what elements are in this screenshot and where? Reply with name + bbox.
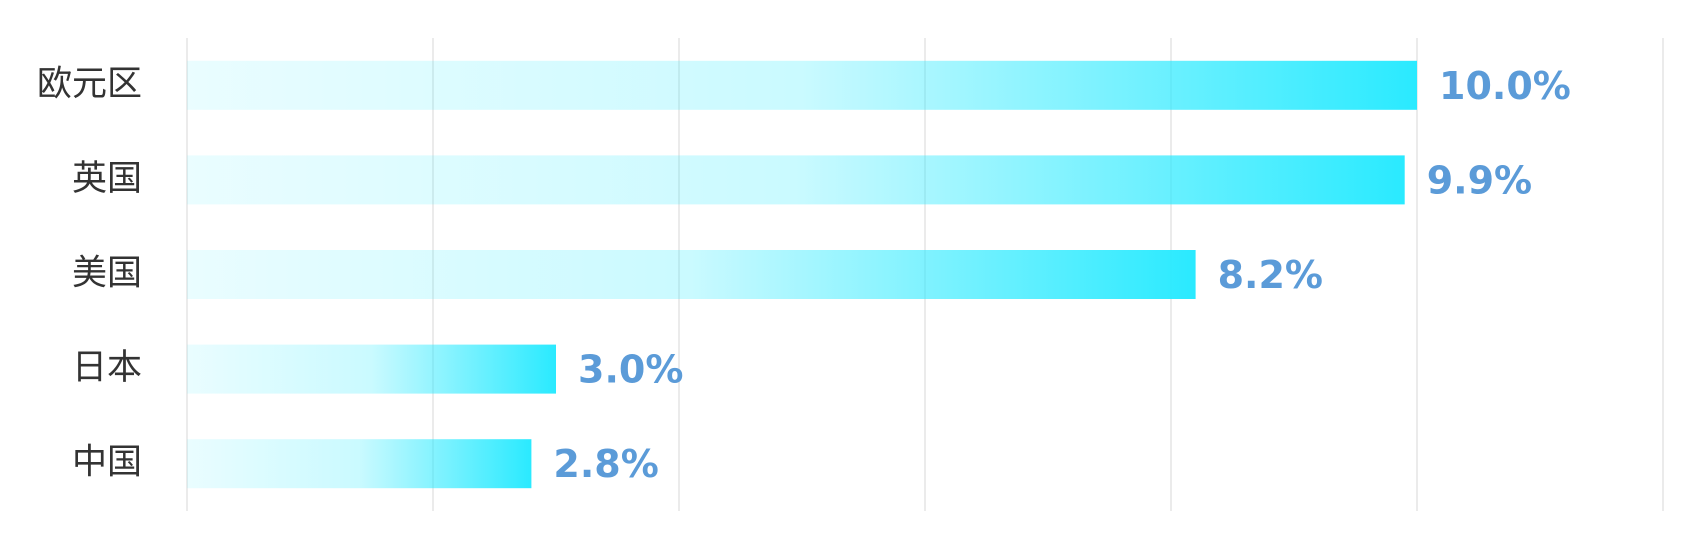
bar: [187, 250, 1196, 299]
value-label: 2.8%: [553, 442, 658, 486]
bar: [187, 60, 1417, 110]
y-tick-label: 欧元区: [37, 64, 142, 104]
y-tick-label: 英国: [72, 159, 142, 199]
value-label: 10.0%: [1439, 64, 1571, 108]
value-label: 8.2%: [1218, 253, 1323, 297]
value-label: 3.0%: [578, 348, 683, 392]
y-tick-label: 中国: [72, 443, 142, 483]
y-tick-label: 美国: [72, 254, 142, 294]
bar: [187, 155, 1405, 205]
value-label: 9.9%: [1427, 158, 1532, 202]
bar: [187, 344, 556, 394]
bar: [187, 439, 532, 489]
y-tick-label: 日本: [72, 348, 142, 388]
